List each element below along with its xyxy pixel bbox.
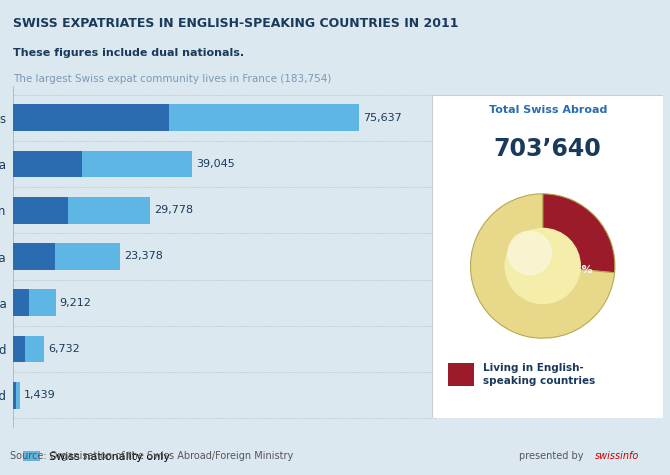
FancyBboxPatch shape	[432, 95, 663, 418]
Bar	[16, 382, 20, 408]
Bar	[29, 289, 56, 316]
Text: 1,439: 1,439	[24, 390, 56, 400]
Text: Living in English-
speaking countries: Living in English- speaking countries	[483, 363, 595, 386]
Bar	[13, 104, 169, 131]
Text: These figures include dual nationals.: These figures include dual nationals.	[13, 48, 245, 58]
Text: 703’640: 703’640	[494, 137, 602, 161]
Text: 29,778: 29,778	[153, 205, 193, 215]
Legend: Swiss nationality only: Swiss nationality only	[19, 447, 174, 466]
Bar	[13, 197, 68, 224]
Bar	[448, 363, 474, 386]
Wedge shape	[543, 194, 615, 273]
Circle shape	[508, 231, 551, 275]
Text: presented by: presented by	[519, 451, 587, 461]
Text: 9,212: 9,212	[60, 298, 92, 308]
Text: The largest Swiss expat community lives in France (183,754): The largest Swiss expat community lives …	[13, 74, 332, 84]
Bar	[25, 335, 44, 362]
Bar	[13, 151, 82, 178]
Circle shape	[505, 228, 580, 304]
Text: 75,637: 75,637	[364, 113, 402, 123]
Bar	[13, 382, 16, 408]
Text: swissinfo: swissinfo	[595, 451, 639, 461]
Text: 26.5%: 26.5%	[553, 265, 592, 275]
Bar	[169, 104, 359, 131]
Text: 39,045: 39,045	[196, 159, 235, 169]
Bar	[13, 243, 54, 270]
Bar	[68, 197, 149, 224]
Wedge shape	[470, 194, 614, 338]
Text: 23,378: 23,378	[125, 251, 163, 262]
Bar	[13, 289, 29, 316]
Text: Total Swiss Abroad: Total Swiss Abroad	[488, 104, 607, 114]
Bar	[54, 243, 121, 270]
Text: SWISS EXPATRIATES IN ENGLISH-SPEAKING COUNTRIES IN 2011: SWISS EXPATRIATES IN ENGLISH-SPEAKING CO…	[13, 18, 459, 30]
Text: Source: Organisation of the Swiss Abroad/Foreign Ministry: Source: Organisation of the Swiss Abroad…	[10, 451, 293, 461]
Bar	[13, 335, 25, 362]
Bar	[82, 151, 192, 178]
Text: 6,732: 6,732	[48, 344, 80, 354]
